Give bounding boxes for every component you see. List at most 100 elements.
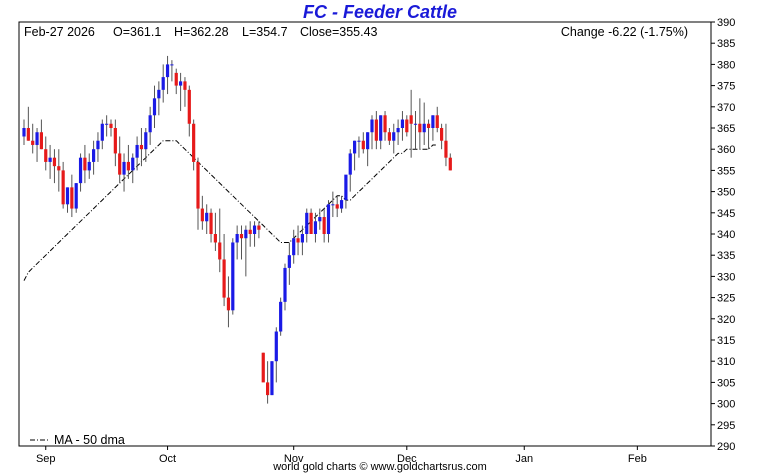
candle [418,98,422,150]
candle [387,128,391,145]
candle [109,119,113,137]
candle [257,221,261,239]
candle [344,174,348,209]
candle [113,119,117,167]
candle [309,208,313,234]
candle [270,361,274,396]
candle [126,144,130,179]
candle-body-down [183,81,187,90]
candle-body-up [135,144,139,158]
candle [174,68,178,95]
y-tick-label: 300 [717,399,735,411]
info-open: O=361.1 [113,25,161,39]
candle-body-down [418,123,422,133]
candle-body-up [353,140,357,154]
candle-body-down [44,149,48,162]
candles-layer [22,55,452,404]
candle [170,60,174,82]
candle-body-down [257,225,261,230]
candle-body-down [31,140,35,145]
candle [266,361,270,404]
candle [83,144,87,184]
candle [331,191,335,218]
candle-body-up [235,234,239,243]
candle [96,132,100,162]
moving-average-layer [23,140,438,281]
candle-body-up [270,361,274,396]
candle [370,115,374,150]
candle [222,234,226,307]
candle-body-up [400,119,405,128]
candle [209,208,213,243]
candle-body-down [57,166,61,171]
y-tick-label: 315 [717,335,735,347]
x-tick-label: Oct [159,453,176,465]
candle-body-down [322,217,326,234]
candle [22,119,26,145]
candle [52,149,57,184]
candle [39,119,43,150]
candle [400,111,405,141]
y-tick-label: 340 [717,229,735,241]
candle-body-down [213,234,217,243]
candle-body-up [292,238,296,256]
candle [244,225,248,277]
candle-body-down [200,208,204,222]
y-tick-label: 335 [717,250,735,262]
candle [409,89,413,158]
x-tick-label: Jan [515,453,533,465]
info-change: Change -6.22 (-1.75%) [561,25,688,39]
candle-body-up [300,234,304,243]
candle-body-up [326,204,331,234]
x-tick-label: Sep [36,453,56,465]
candle [353,140,357,171]
candle [165,55,170,95]
candle-body-up [48,157,52,162]
candle-body-up [152,98,157,116]
candle [261,352,265,383]
candle [239,225,244,260]
y-tick-label: 375 [717,81,735,93]
candle [422,102,426,145]
candle-body-up [122,161,126,175]
candle [179,72,183,112]
candle [287,242,291,285]
candle [296,225,300,256]
candle-body-down [218,242,222,260]
candle-body-up [392,132,396,141]
candle-body-down [444,140,448,158]
candle-body-down [39,132,43,150]
candle [440,123,444,150]
candle-body-down [309,212,313,234]
candle [100,119,104,150]
legend-ma-label: MA - 50 dma [54,433,125,447]
candle-body-down [174,72,178,86]
candle [283,263,287,311]
candle-body-up [396,128,400,133]
candle-body-down [248,229,252,234]
candle [57,149,61,192]
candle-body-down [209,212,213,234]
candle-body-up [318,217,322,222]
x-tick-label: Nov [284,453,304,465]
candle [361,132,365,154]
candle-body-up [339,200,344,209]
candle [187,85,191,137]
candle [183,77,187,107]
candle [374,111,378,150]
y-tick-label: 365 [717,123,735,135]
candle [213,212,217,251]
candle-body-up [144,132,148,150]
candle [448,153,452,171]
candle-body-up [148,115,152,133]
candle [87,153,91,179]
candle [105,115,109,137]
candle [313,212,318,243]
candle [78,153,83,192]
candle-body-down [113,128,117,154]
candle-body-up [331,204,335,206]
candle-body-down [118,153,122,175]
footer-credit: world gold charts © www.goldchartsrus.co… [273,461,487,473]
plot-frame [18,21,712,447]
candle [444,123,448,167]
